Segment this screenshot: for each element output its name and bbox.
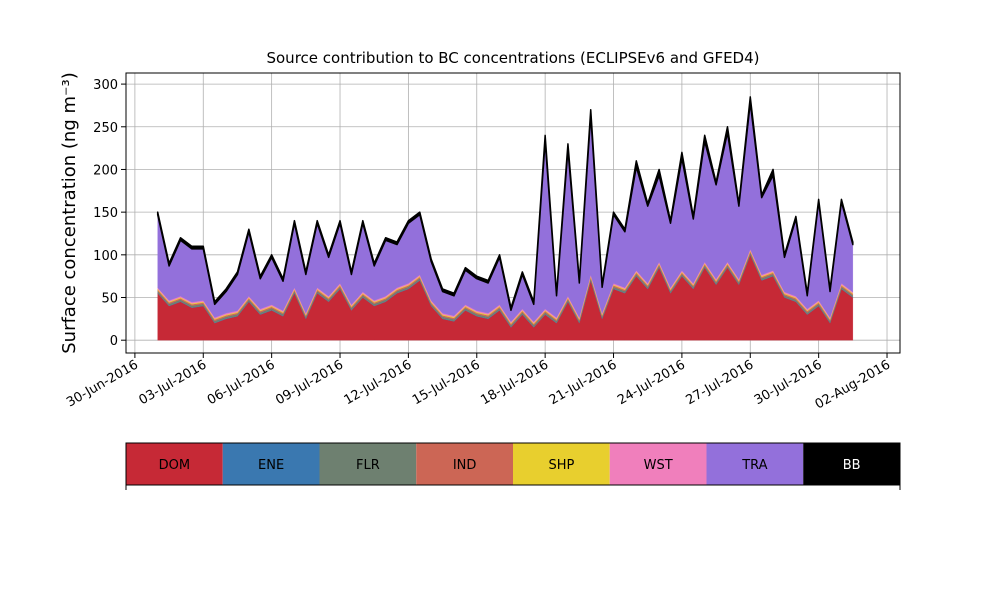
legend-label: WST	[644, 458, 673, 473]
x-tick-label: 03-Jul-2016	[136, 357, 209, 408]
x-tick-label: 09-Jul-2016	[273, 357, 346, 408]
area-bb	[156, 96, 854, 312]
y-tick-label: 300	[93, 78, 118, 93]
legend-swatch	[803, 443, 900, 485]
y-tick-label: 200	[93, 163, 118, 178]
plot-frame	[125, 72, 901, 354]
legend: DOM ENE FLR IND SHP WST TRA BB	[125, 442, 901, 490]
y-tick-label: 150	[93, 206, 118, 221]
legend-label: IND	[453, 458, 477, 473]
x-tick-label: 30-Jun-2016	[64, 357, 141, 410]
legend-swatch	[319, 443, 417, 485]
x-tick-label: 21-Jul-2016	[547, 357, 620, 408]
x-tick-label: 12-Jul-2016	[342, 357, 415, 408]
y-tick-label: 0	[110, 334, 118, 349]
y-tick-label: 100	[93, 249, 118, 264]
legend-swatch	[416, 443, 513, 485]
x-tick-label: 24-Jul-2016	[615, 357, 688, 408]
legend-swatch	[609, 443, 707, 485]
legend-swatch	[126, 443, 223, 485]
legend-frame	[125, 442, 901, 486]
x-tick-label: 18-Jul-2016	[478, 357, 551, 408]
y-tick-label: 50	[101, 292, 118, 307]
legend-label: BB	[843, 458, 861, 473]
legend-label: FLR	[356, 458, 380, 473]
legend-swatch	[222, 443, 320, 485]
x-tick-label: 06-Jul-2016	[205, 357, 278, 408]
y-axis-label: Surface concentration (ng m⁻³)	[59, 72, 80, 354]
y-tick-label: 250	[93, 121, 118, 136]
x-tick-label: 02-Aug-2016	[813, 357, 893, 412]
legend-swatch	[706, 443, 804, 485]
x-tick-label: 15-Jul-2016	[410, 357, 483, 408]
legend-swatch	[513, 443, 610, 485]
legend-label: DOM	[159, 458, 190, 473]
chart-title: Source contribution to BC concentrations…	[266, 49, 759, 67]
x-tick-label: 27-Jul-2016	[683, 357, 756, 408]
legend-label: SHP	[548, 458, 574, 473]
plot-area	[126, 73, 900, 353]
legend-label: TRA	[741, 458, 767, 473]
legend-label: ENE	[258, 458, 284, 473]
